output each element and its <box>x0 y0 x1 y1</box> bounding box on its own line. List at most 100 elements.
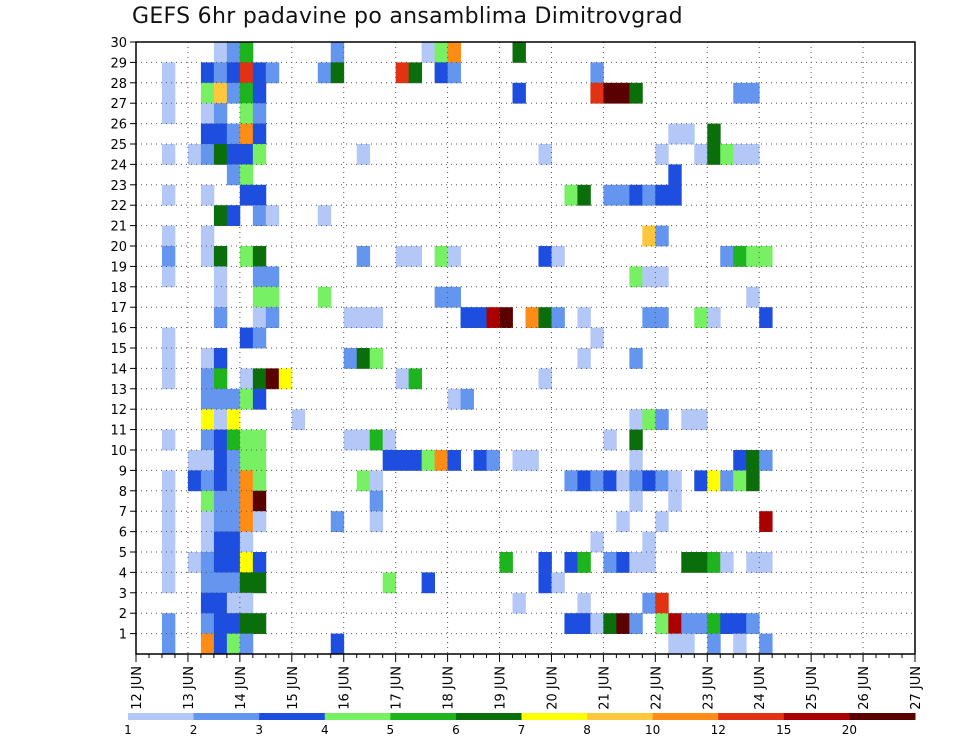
heatmap-cell <box>473 307 487 328</box>
heatmap-cell <box>538 552 552 573</box>
colorbar-segment <box>587 713 654 720</box>
heatmap-cell <box>421 450 436 471</box>
heatmap-cell <box>746 470 760 492</box>
heatmap-cell <box>707 144 721 165</box>
heatmap-cell <box>213 246 228 267</box>
y-tick-label: 26 <box>110 118 127 133</box>
heatmap-cell <box>226 450 241 471</box>
heatmap-cell <box>759 307 773 328</box>
heatmap-cell <box>655 592 669 614</box>
y-tick-label: 5 <box>119 546 127 561</box>
heatmap-cell <box>213 450 228 471</box>
heatmap-cell <box>629 82 643 104</box>
heatmap-cell <box>213 368 228 390</box>
colorbar-segment <box>128 713 195 720</box>
heatmap-cell <box>733 633 747 655</box>
heatmap-cell <box>512 592 526 614</box>
heatmap-cell <box>655 225 669 247</box>
heatmap-cell <box>252 388 267 410</box>
heatmap-cell <box>200 592 215 614</box>
y-tick-label: 27 <box>110 97 127 112</box>
heatmap-cell <box>590 82 604 104</box>
heatmap-cell <box>629 429 643 451</box>
heatmap-cell <box>161 62 176 84</box>
heatmap-cell <box>642 307 656 328</box>
heatmap-cell <box>512 450 526 471</box>
heatmap-cell <box>213 572 228 594</box>
heatmap-cell <box>161 511 176 532</box>
heatmap-cell <box>356 470 371 492</box>
heatmap-cell <box>642 552 656 573</box>
heatmap-cell <box>447 62 461 84</box>
heatmap-cell <box>187 450 202 471</box>
y-tick-label: 20 <box>110 240 127 255</box>
heatmap-cell <box>200 184 215 206</box>
heatmap-cell <box>200 511 215 532</box>
heatmap-cell <box>226 511 241 532</box>
heatmap-cell <box>447 246 461 267</box>
heatmap-cell <box>434 42 448 63</box>
x-tick-label: 13 JUN <box>182 666 197 710</box>
colorbar-label: 15 <box>776 723 791 737</box>
heatmap-cell <box>356 144 371 165</box>
heatmap-cell <box>239 388 254 410</box>
heatmap-cell <box>655 511 669 532</box>
heatmap-cell <box>629 470 643 492</box>
heatmap-cell <box>252 470 267 492</box>
heatmap-cell <box>382 429 397 451</box>
heatmap-cell <box>291 409 306 430</box>
heatmap-cell <box>629 450 643 471</box>
heatmap-cell <box>226 592 241 614</box>
heatmap-cell <box>564 552 578 573</box>
heatmap-cell <box>746 450 760 471</box>
heatmap-cell <box>252 552 267 573</box>
heatmap-cell <box>603 552 617 573</box>
y-tick-label: 10 <box>110 444 127 459</box>
heatmap-cell <box>213 511 228 532</box>
x-tick-label: 26 JUN <box>857 666 872 710</box>
y-tick-label: 22 <box>110 199 127 214</box>
heatmap-cell <box>252 429 267 451</box>
colorbar-label: 8 <box>583 723 591 737</box>
heatmap-cell <box>642 225 656 247</box>
colorbar-label: 4 <box>321 723 329 737</box>
heatmap-cell <box>213 103 228 124</box>
y-tick-label: 11 <box>110 424 127 439</box>
colorbar-label: 1 <box>124 723 132 737</box>
heatmap-cell <box>655 613 669 634</box>
grid-layer <box>136 42 915 654</box>
heatmap-cell <box>421 572 436 594</box>
heatmap-cell <box>720 613 734 634</box>
heatmap-cell <box>239 511 254 532</box>
y-tick-label: 19 <box>110 260 127 275</box>
heatmap-cell <box>616 511 630 532</box>
y-tick-label: 30 <box>110 36 127 51</box>
heatmap-cell <box>382 572 397 594</box>
heatmap-cell <box>200 572 215 594</box>
heatmap-cell <box>603 470 617 492</box>
heatmap-cell <box>252 327 267 349</box>
heatmap-cell <box>408 450 423 471</box>
heatmap-cell <box>226 613 241 634</box>
heatmap-cell <box>213 123 228 145</box>
heatmap-cell <box>447 450 461 471</box>
heatmap-cell <box>161 633 176 655</box>
heatmap-cell <box>421 42 436 63</box>
y-tick-label: 24 <box>110 158 127 173</box>
heatmap-cell <box>252 572 267 594</box>
heatmap-cell <box>200 225 215 247</box>
heatmap-cell <box>668 470 682 492</box>
heatmap-cell <box>629 348 643 369</box>
heatmap-cell <box>161 552 176 573</box>
heatmap-cell <box>252 368 267 390</box>
colorbar-label: 3 <box>255 723 263 737</box>
heatmap-cell <box>161 531 176 553</box>
heatmap-cell <box>252 266 267 288</box>
colorbar-segment <box>652 713 719 720</box>
heatmap-cell <box>447 388 461 410</box>
heatmap-cell <box>395 368 410 390</box>
heatmap-cell <box>239 103 254 124</box>
heatmap-cell <box>642 531 656 553</box>
heatmap-cell <box>512 82 526 104</box>
heatmap-cell <box>733 613 747 634</box>
